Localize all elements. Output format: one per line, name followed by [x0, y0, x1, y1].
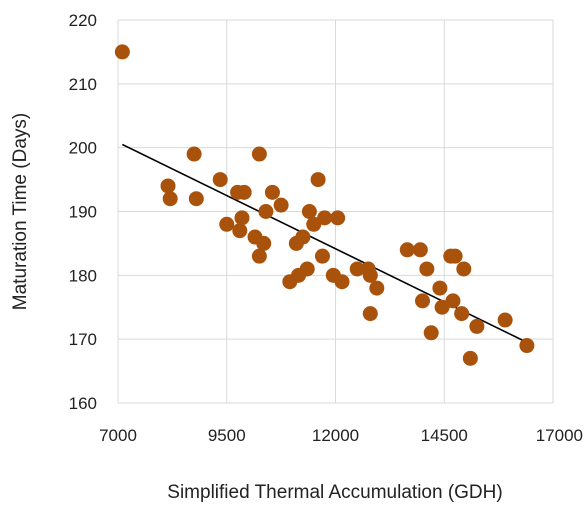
data-point [445, 293, 461, 309]
data-point [434, 299, 450, 315]
data-point [334, 274, 350, 290]
data-point [295, 229, 311, 245]
data-point [415, 293, 430, 309]
y-tick-label: 180 [69, 266, 97, 285]
data-point [251, 146, 267, 162]
data-point [212, 172, 228, 188]
data-point [317, 210, 333, 226]
y-tick-label: 210 [69, 75, 97, 94]
data-point [188, 191, 204, 207]
data-point [447, 248, 463, 264]
data-point [419, 261, 435, 277]
data-point [256, 235, 272, 251]
data-point [399, 242, 415, 258]
data-point [162, 191, 178, 207]
data-point [330, 210, 346, 226]
y-tick-label: 200 [69, 139, 97, 158]
y-axis-title: Maturation Time (Days) [10, 113, 31, 310]
data-point [469, 318, 485, 334]
data-point [301, 204, 317, 219]
data-point [432, 280, 448, 296]
y-tick-label: 190 [69, 203, 97, 222]
data-point [186, 146, 202, 162]
data-point [299, 261, 315, 277]
data-point [314, 248, 330, 264]
y-tick-label: 220 [69, 11, 97, 30]
data-point [273, 197, 289, 213]
data-point [497, 312, 513, 328]
data-point [423, 325, 439, 341]
x-tick-label: 14500 [421, 426, 468, 445]
x-axis-title: Simplified Thermal Accumulation (GDH) [167, 482, 502, 503]
x-tick-label: 7000 [99, 426, 137, 445]
tick-labels: 160 170 180 190 200 210 220 7000 9500 12000 14500 1… [69, 11, 583, 445]
data-point [160, 178, 176, 194]
x-tick-label: 17000 [536, 426, 583, 445]
y-tick-label: 170 [69, 330, 97, 349]
data-point [264, 184, 280, 200]
data-point [114, 44, 130, 60]
data-point [369, 280, 385, 296]
data-point [362, 306, 378, 322]
x-tick-label: 12000 [312, 426, 359, 445]
data-point [219, 216, 235, 232]
data-point [454, 306, 470, 322]
data-point [519, 338, 535, 354]
data-point [462, 350, 478, 366]
axes [117, 20, 553, 404]
data-point [306, 216, 322, 232]
data-point [362, 267, 378, 283]
data-point [258, 204, 274, 219]
data-point [310, 172, 326, 188]
data-point [456, 261, 472, 277]
y-tick-label: 160 [69, 394, 97, 413]
data-point [234, 210, 250, 226]
data-point [349, 261, 365, 277]
data-points [114, 44, 535, 366]
data-point [251, 248, 267, 264]
data-point [236, 184, 252, 200]
data-point [412, 242, 428, 258]
x-tick-label: 9500 [208, 426, 246, 445]
data-point [232, 223, 248, 239]
